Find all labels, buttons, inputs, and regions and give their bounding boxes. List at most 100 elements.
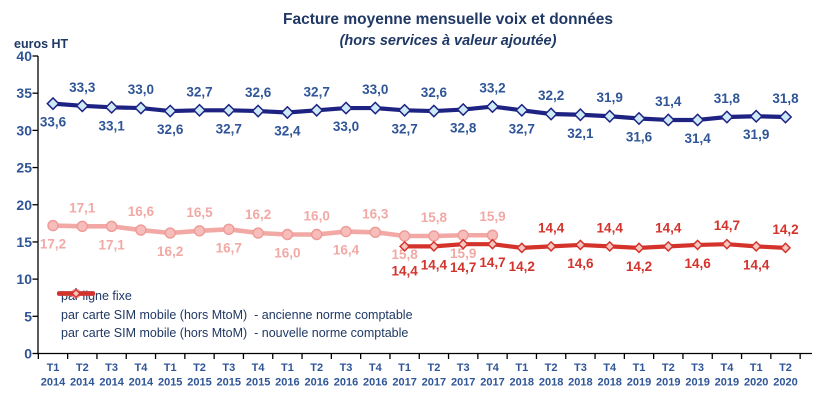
svg-text:17,1: 17,1 (98, 237, 125, 252)
svg-text:2016: 2016 (304, 377, 328, 389)
svg-text:14,4: 14,4 (538, 220, 565, 235)
svg-text:2016: 2016 (275, 377, 299, 389)
svg-text:2014: 2014 (70, 377, 95, 389)
svg-text:2015: 2015 (158, 377, 182, 389)
svg-text:14,4: 14,4 (743, 257, 770, 272)
svg-text:32,7: 32,7 (186, 84, 212, 99)
svg-text:T1: T1 (515, 362, 528, 374)
legend-label-sim-old-standard: par carte SIM mobile (hors MtoM) - ancie… (61, 307, 413, 322)
svg-text:2015: 2015 (246, 377, 270, 389)
svg-text:2017: 2017 (422, 377, 446, 389)
svg-text:14,6: 14,6 (567, 256, 594, 271)
svg-text:T1: T1 (164, 362, 177, 374)
svg-text:2014: 2014 (99, 377, 124, 389)
svg-text:16,2: 16,2 (245, 207, 271, 222)
svg-text:30: 30 (16, 122, 32, 138)
svg-text:T2: T2 (662, 362, 675, 374)
svg-text:T2: T2 (545, 362, 558, 374)
svg-text:33,3: 33,3 (69, 80, 96, 95)
svg-text:32,7: 32,7 (509, 121, 535, 136)
svg-text:2018: 2018 (568, 377, 592, 389)
svg-text:14,7: 14,7 (714, 218, 740, 233)
svg-text:14,4: 14,4 (391, 263, 418, 278)
svg-text:33,6: 33,6 (40, 115, 67, 130)
svg-text:31,8: 31,8 (714, 91, 741, 106)
sim-new-standard-legend-swatch-icon (57, 288, 95, 299)
svg-text:T3: T3 (105, 362, 118, 374)
svg-text:2014: 2014 (41, 377, 66, 389)
svg-text:32,8: 32,8 (450, 121, 477, 136)
svg-text:14,6: 14,6 (684, 256, 711, 271)
svg-text:32,6: 32,6 (245, 85, 272, 100)
svg-text:T3: T3 (222, 362, 235, 374)
svg-text:T1: T1 (47, 362, 60, 374)
svg-text:16,0: 16,0 (274, 246, 300, 261)
svg-text:35: 35 (16, 85, 32, 101)
svg-text:20: 20 (16, 197, 32, 213)
svg-text:14,7: 14,7 (479, 255, 505, 270)
svg-text:16,5: 16,5 (186, 205, 213, 220)
svg-text:14,4: 14,4 (421, 257, 448, 272)
svg-text:10: 10 (16, 271, 32, 287)
svg-text:33,0: 33,0 (333, 119, 359, 134)
svg-text:T4: T4 (252, 362, 266, 374)
svg-text:14,2: 14,2 (772, 222, 798, 237)
svg-text:2019: 2019 (715, 377, 739, 389)
svg-text:16,6: 16,6 (128, 204, 155, 219)
svg-text:14,4: 14,4 (655, 220, 682, 235)
svg-text:T2: T2 (193, 362, 206, 374)
svg-text:T3: T3 (340, 362, 353, 374)
svg-text:31,4: 31,4 (655, 94, 682, 109)
svg-text:32,6: 32,6 (421, 85, 448, 100)
chart-legend: par ligne fixe par carte SIM mobile (hor… (57, 287, 413, 343)
svg-text:14,2: 14,2 (626, 259, 652, 274)
svg-text:2018: 2018 (510, 377, 534, 389)
svg-text:16,3: 16,3 (362, 206, 389, 221)
svg-text:T2: T2 (427, 362, 440, 374)
svg-text:5: 5 (24, 308, 32, 324)
svg-text:25: 25 (16, 160, 32, 176)
svg-text:33,1: 33,1 (98, 118, 125, 133)
svg-text:32,7: 32,7 (391, 121, 417, 136)
svg-text:32,4: 32,4 (274, 124, 301, 139)
svg-text:2017: 2017 (480, 377, 504, 389)
svg-text:2017: 2017 (392, 377, 416, 389)
legend-item-sim-old-standard: par carte SIM mobile (hors MtoM) - ancie… (57, 288, 413, 325)
svg-text:T4: T4 (720, 362, 734, 374)
svg-text:31,8: 31,8 (772, 91, 799, 106)
svg-text:31,6: 31,6 (626, 129, 653, 144)
svg-text:T2: T2 (310, 362, 323, 374)
legend-label-sim-new-standard: par carte SIM mobile (hors MtoM) - nouve… (61, 326, 409, 341)
legend-item-fixed-line: par ligne fixe (57, 287, 413, 306)
svg-text:2015: 2015 (187, 377, 211, 389)
svg-text:T1: T1 (281, 362, 294, 374)
svg-text:15,8: 15,8 (391, 247, 418, 262)
svg-text:T2: T2 (76, 362, 89, 374)
y-axis-unit-label: euros HT (14, 37, 69, 51)
svg-text:T4: T4 (134, 362, 148, 374)
legend-item-sim-new-standard: par carte SIM mobile (hors MtoM) - nouve… (57, 288, 413, 343)
svg-text:2019: 2019 (656, 377, 680, 389)
svg-text:T1: T1 (398, 362, 411, 374)
svg-text:2018: 2018 (597, 377, 621, 389)
svg-text:2020: 2020 (773, 377, 797, 389)
svg-text:16,4: 16,4 (333, 243, 360, 258)
svg-text:T4: T4 (369, 362, 383, 374)
chart-subtitle: (hors services à valeur ajoutée) (339, 33, 557, 49)
svg-text:2018: 2018 (539, 377, 563, 389)
svg-text:T3: T3 (574, 362, 587, 374)
svg-text:40: 40 (16, 48, 32, 64)
svg-text:2015: 2015 (217, 377, 241, 389)
svg-text:T3: T3 (691, 362, 704, 374)
svg-text:17,1: 17,1 (69, 200, 96, 215)
svg-text:16,2: 16,2 (157, 244, 183, 259)
svg-text:32,6: 32,6 (157, 122, 184, 137)
svg-text:32,7: 32,7 (216, 121, 242, 136)
svg-text:2020: 2020 (744, 377, 768, 389)
svg-text:33,0: 33,0 (362, 82, 388, 97)
svg-text:2016: 2016 (334, 377, 358, 389)
svg-text:15,8: 15,8 (421, 210, 448, 225)
svg-text:33,2: 33,2 (479, 81, 505, 96)
chart-title: Facture moyenne mensuelle voix et donnée… (283, 11, 613, 28)
